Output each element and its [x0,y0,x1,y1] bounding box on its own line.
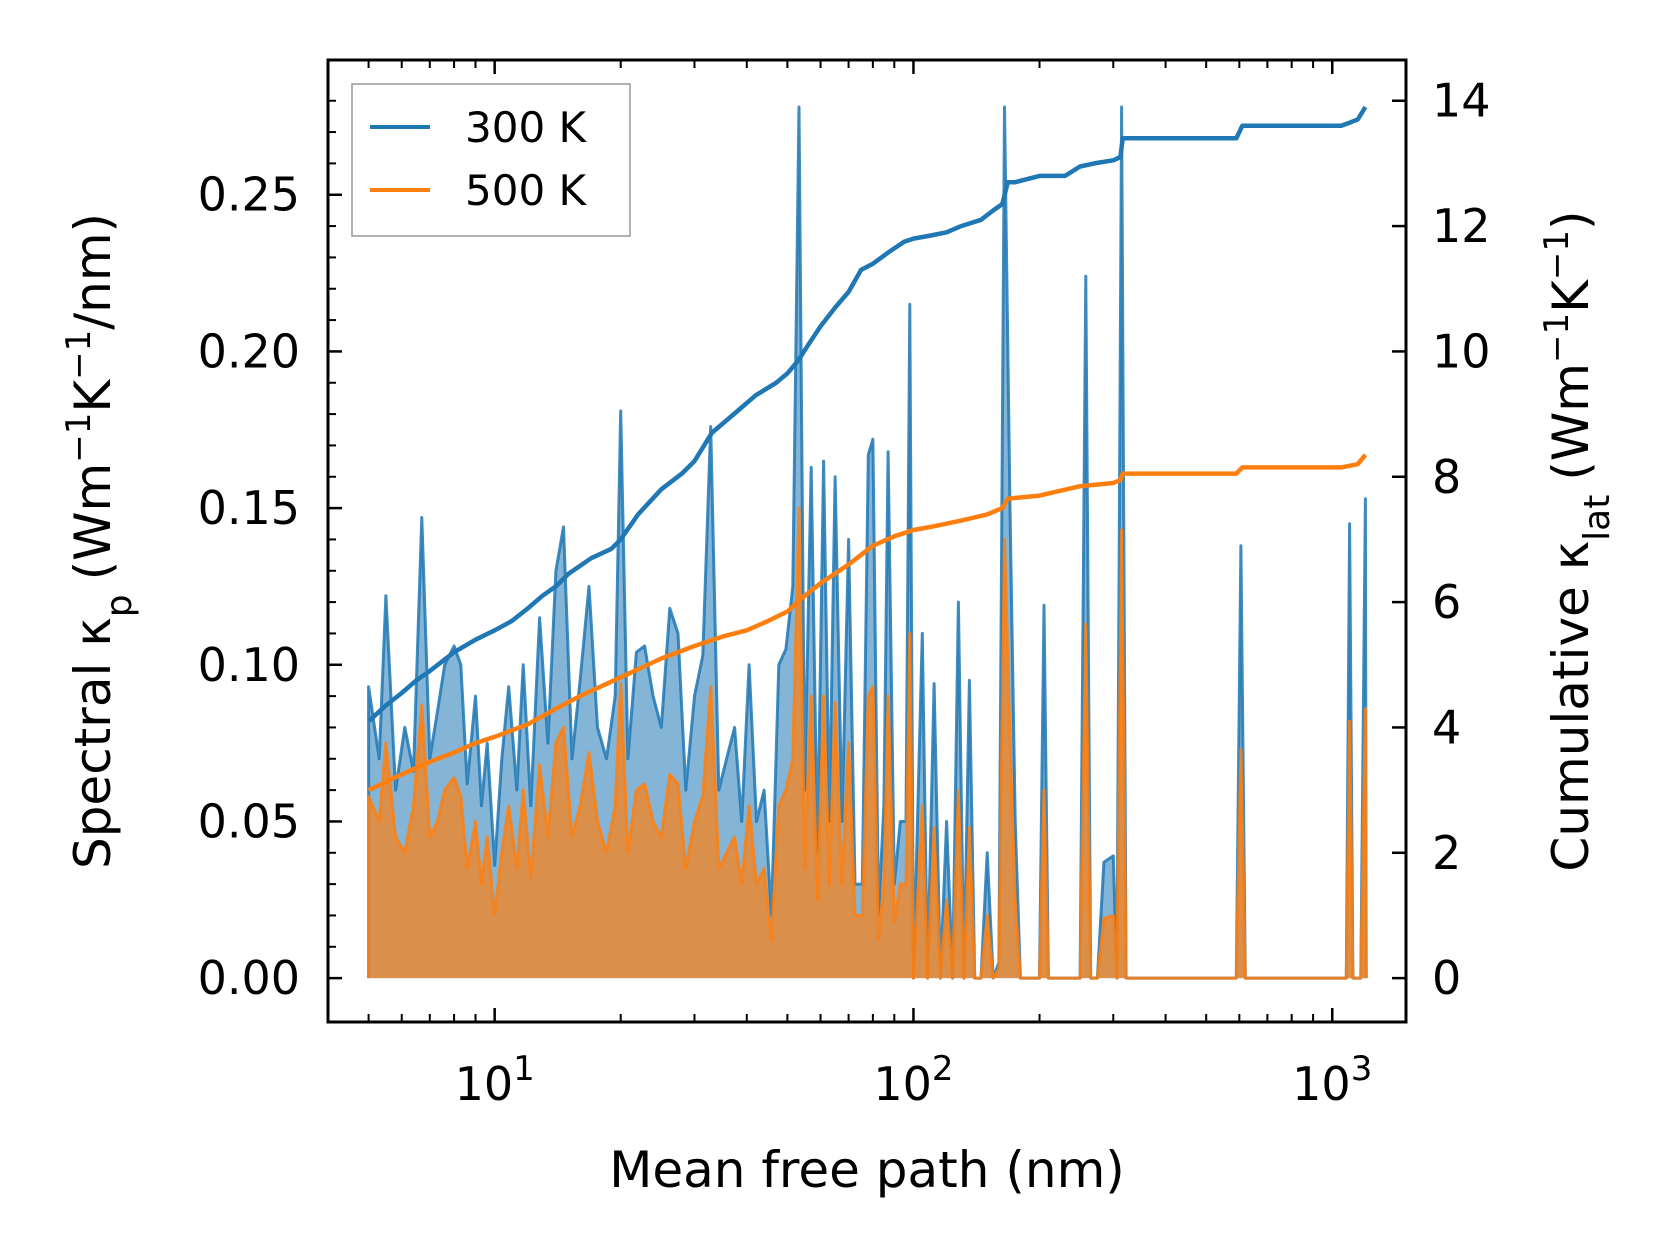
y-right-tick-label: 2 [1432,826,1461,880]
legend-box [351,83,631,237]
y-left-tick-label: 0.25 [198,168,300,222]
y-left-tick-label: 0.20 [198,324,300,378]
axes [326,58,1408,1024]
spectral-line-500K [367,506,1368,980]
y-right-tick-label: 4 [1432,700,1461,754]
x-tick-label: 103 [1292,1049,1372,1111]
cumulative-line-500K [367,453,1368,793]
axes-frame [326,58,1408,1024]
y-right-tick-label: 12 [1432,199,1491,253]
plot-area [367,105,1368,980]
y-left-axis-title: Spectral κp(Wm−1K−1/nm) [59,213,140,869]
legend-label-500K: 500 K [465,166,588,215]
y-left-tick-label: 0.10 [198,638,300,692]
y-right-tick-label: 6 [1432,575,1461,629]
x-tick-label: 101 [455,1049,535,1111]
legend-label-300K: 300 K [465,103,588,152]
y-right-tick-label: 10 [1432,324,1491,378]
x-tick-label: 102 [873,1049,953,1111]
y-right-axis-title: Cumulative κlat(Wm−1K−1) [1537,210,1618,871]
y-right-tick-label: 0 [1432,951,1461,1005]
ticks: 101 102 103 0.00 0.05 0.10 0.15 0.20 0.25 0 2 4 6 8 10… [198,60,1491,1111]
y-left-tick-label: 0.05 [198,794,300,848]
y-right-tick-label: 8 [1432,450,1461,504]
cumulative-line-300K [367,105,1368,723]
y-right-tick-label: 14 [1432,74,1491,128]
y-left-tick-label: 0.00 [198,951,300,1005]
y-left-tick-label: 0.15 [198,481,300,535]
legend: 300 K 500 K [351,83,631,237]
x-axis-title: Mean free path (nm) [609,1141,1125,1199]
